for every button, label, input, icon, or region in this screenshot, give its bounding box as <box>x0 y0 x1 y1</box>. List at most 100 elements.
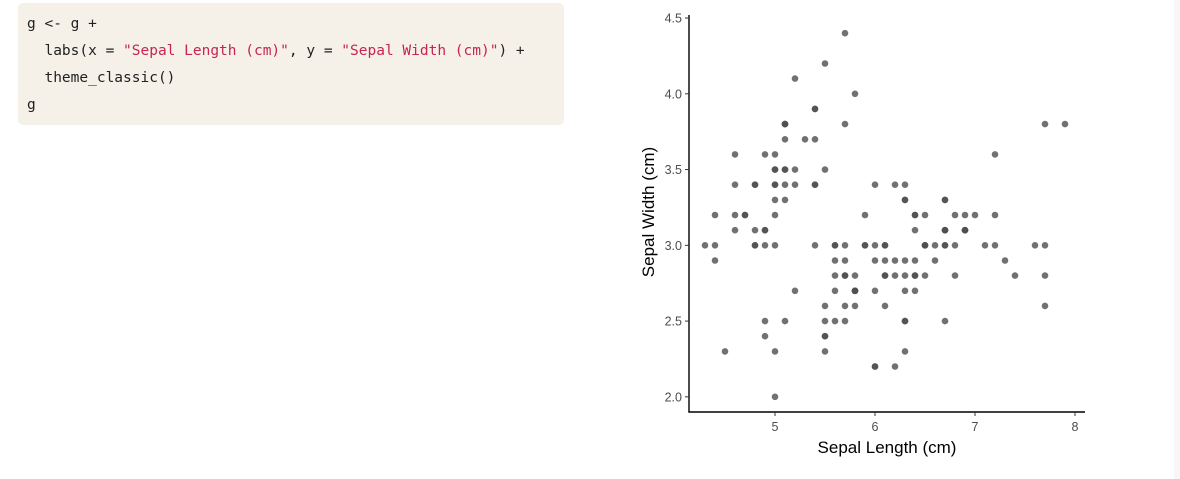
data-point <box>1041 272 1049 279</box>
code-token: theme_classic() <box>27 70 176 86</box>
data-point <box>911 272 919 279</box>
data-point <box>911 257 919 264</box>
y-axis-title: Sepal Width (cm) <box>639 147 658 277</box>
data-point <box>831 272 839 279</box>
data-point <box>811 136 819 143</box>
data-point <box>851 287 859 295</box>
data-point <box>781 196 789 204</box>
y-tick-label: 3.0 <box>665 239 682 253</box>
data-point <box>821 348 829 355</box>
data-point <box>841 272 849 279</box>
data-point <box>711 242 719 249</box>
data-point <box>841 257 849 264</box>
y-tick-label: 4.0 <box>665 87 682 101</box>
code-token: g <box>27 97 36 113</box>
data-point <box>771 166 779 173</box>
code-token: ) + <box>498 43 525 59</box>
data-point <box>951 272 959 279</box>
data-point <box>771 196 779 204</box>
data-point <box>1061 120 1069 128</box>
data-point <box>921 211 929 219</box>
data-point <box>701 242 709 249</box>
data-point <box>1041 120 1049 128</box>
scatter-chart: 2.0 2.5 3.0 3.5 4.0 4.5 5 6 7 8 Sepal Length (cm… <box>639 12 1085 457</box>
data-point <box>821 166 829 173</box>
data-point <box>771 211 779 219</box>
data-point <box>871 242 879 249</box>
data-point <box>941 196 949 204</box>
data-point <box>931 242 939 249</box>
data-point <box>831 242 839 249</box>
x-tick-label: 8 <box>1072 420 1079 434</box>
x-tick-label: 6 <box>872 420 879 434</box>
code-string-token: "Sepal Length (cm)" <box>123 43 289 59</box>
data-point <box>761 317 769 325</box>
data-point <box>721 348 729 355</box>
code-token: , y = <box>288 43 342 59</box>
data-point <box>711 211 719 219</box>
scrollbar-track[interactable] <box>1174 0 1180 479</box>
data-point <box>761 151 769 158</box>
data-point <box>781 317 789 325</box>
data-point <box>971 211 979 219</box>
data-point <box>821 317 829 325</box>
data-point <box>831 257 839 264</box>
data-point <box>891 257 899 264</box>
points-layer <box>701 29 1069 401</box>
y-tick-label: 4.5 <box>665 12 682 26</box>
data-point <box>981 242 989 249</box>
data-point <box>811 181 819 188</box>
data-point <box>911 226 919 234</box>
data-point <box>821 332 829 340</box>
data-point <box>851 272 859 279</box>
data-point <box>771 151 779 158</box>
data-point <box>771 181 779 188</box>
y-tick-label: 2.0 <box>665 390 682 404</box>
data-point <box>891 272 899 279</box>
data-point <box>741 211 749 219</box>
data-point <box>921 272 929 279</box>
x-axis-title: Sepal Length (cm) <box>818 438 957 457</box>
data-point <box>731 211 739 219</box>
data-point <box>921 242 929 249</box>
x-ticks: 5 6 7 8 <box>772 412 1079 434</box>
code-line: labs(x = "Sepal Length (cm)", y = "Sepal… <box>27 38 564 65</box>
data-point <box>761 332 769 340</box>
y-ticks: 2.0 2.5 3.0 3.5 4.0 4.5 <box>665 12 689 404</box>
data-point <box>791 181 799 188</box>
data-point <box>781 120 789 128</box>
data-point <box>881 242 889 249</box>
code-block: g <- g + labs(x = "Sepal Length (cm)", y… <box>18 3 564 125</box>
data-point <box>841 317 849 325</box>
data-point <box>901 181 909 188</box>
data-point <box>991 151 999 158</box>
data-point <box>931 257 939 264</box>
data-point <box>901 196 909 204</box>
data-point <box>861 242 869 249</box>
data-point <box>961 211 969 219</box>
data-point <box>751 181 759 188</box>
data-point <box>771 242 779 249</box>
data-point <box>901 272 909 279</box>
data-point <box>841 302 849 310</box>
data-point <box>881 302 889 310</box>
data-point <box>881 272 889 279</box>
data-point <box>901 317 909 325</box>
data-point <box>1031 242 1039 249</box>
data-point <box>991 211 999 219</box>
data-point <box>821 60 829 67</box>
data-point <box>841 242 849 249</box>
data-point <box>901 257 909 264</box>
data-point <box>761 226 769 234</box>
data-point <box>871 363 879 370</box>
data-point <box>941 317 949 325</box>
data-point <box>901 348 909 355</box>
data-point <box>791 166 799 173</box>
data-point <box>951 211 959 219</box>
data-point <box>751 242 759 249</box>
data-point <box>861 211 869 219</box>
data-point <box>901 287 909 295</box>
data-point <box>871 257 879 264</box>
data-point <box>1041 302 1049 310</box>
data-point <box>831 287 839 295</box>
